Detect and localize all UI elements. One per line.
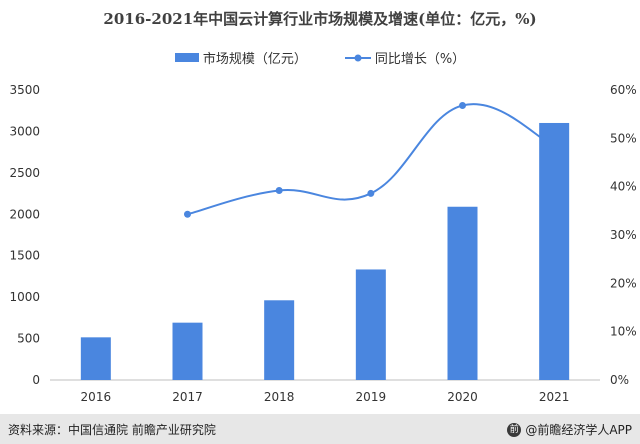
chart-legend: 市场规模（亿元） 同比增长（%） [0,48,640,67]
y-right-tick-label: 0% [610,373,629,387]
x-tick-label: 2018 [264,390,295,404]
brand-credit: 前 @前瞻经济学人APP [507,421,632,438]
y-left-tick-label: 500 [17,332,40,346]
y-right-tick-label: 30% [610,228,637,242]
bar [355,269,386,380]
growth-point [367,189,375,197]
legend-item-line: 同比增长（%） [344,48,466,67]
bar [539,122,570,380]
growth-point [550,142,558,150]
x-tick-label: 2017 [172,390,203,404]
footer-bar: 资料来源：中国信通院 前瞻产业研究院 前 @前瞻经济学人APP [0,414,640,444]
y-left-tick-label: 2000 [9,207,40,221]
x-tick-label: 2019 [356,390,387,404]
brand-logo-icon: 前 [507,422,522,437]
y-left-tick-label: 1500 [9,249,40,263]
brand-text: @前瞻经济学人APP [525,423,632,437]
growth-point [184,210,191,218]
y-left-tick-label: 3500 [9,83,40,97]
y-right-tick-label: 50% [610,131,637,145]
y-left-tick-label: 0 [32,373,40,387]
growth-point [275,187,283,195]
chart-plot-area: 0 500 1000 1500 2000 2500 3000 3500 0% 10% 20% 30% 4… [9,83,637,404]
source-note: 资料来源：中国信通院 前瞻产业研究院 [8,423,216,437]
legend-bar-label: 市场规模（亿元） [202,52,307,67]
x-tick-label: 2020 [447,390,478,404]
y-right-tick-label: 20% [610,276,637,290]
y-right-tick-label: 60% [610,83,637,97]
bar [264,300,295,380]
chart-title: 2016-2021年中国云计算行业市场规模及增速(单位：亿元，%) [103,10,537,28]
bar [447,206,478,380]
y-left-tick-label: 3000 [9,124,40,138]
legend-bar-swatch [174,53,199,62]
x-tick-label: 2016 [81,390,112,404]
growth-point [459,101,466,109]
y-right-tick-label: 40% [610,180,637,194]
bar [172,322,203,380]
y-left-tick-label: 1000 [9,290,40,304]
legend-line-label: 同比增长（%） [374,52,466,67]
y-right-tick-label: 10% [610,325,637,339]
bar [80,337,111,380]
y-left-tick-label: 2500 [9,166,40,180]
legend-item-bar: 市场规模（亿元） [174,48,307,67]
x-tick-label: 2021 [539,390,570,404]
growth-line [187,103,555,216]
legend-line-marker [344,54,371,61]
